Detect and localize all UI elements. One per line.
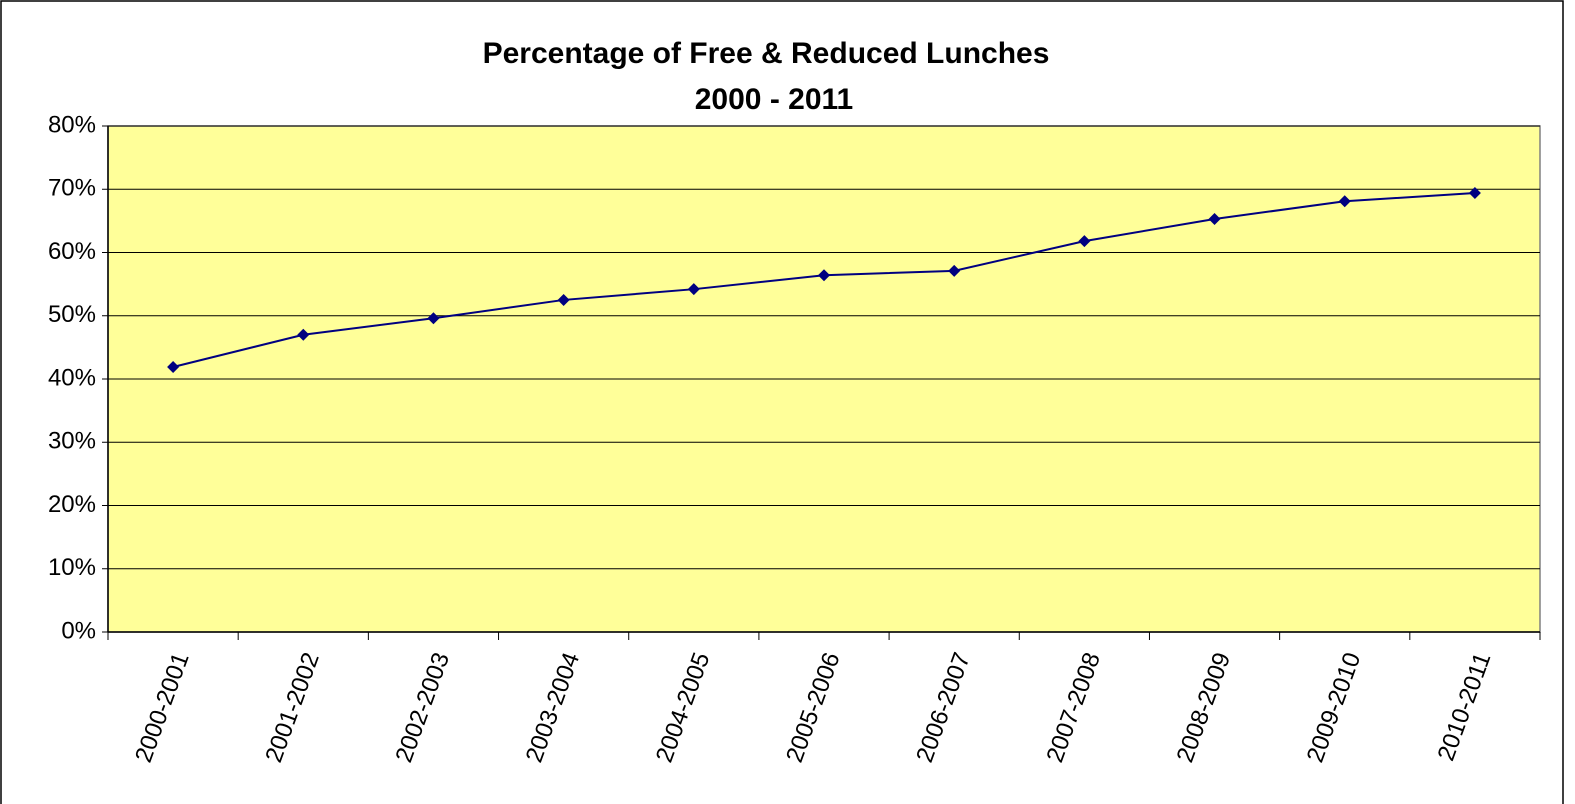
data-point — [167, 360, 180, 373]
data-point — [557, 293, 570, 306]
y-tick-label: 60% — [48, 238, 96, 265]
data-point — [687, 283, 700, 296]
y-tick-label: 40% — [48, 364, 96, 391]
chart-title: Percentage of Free & Reduced Lunches — [483, 37, 1050, 70]
y-tick-label: 0% — [61, 617, 96, 644]
data-point — [1468, 187, 1481, 200]
data-point — [1078, 235, 1091, 248]
y-tick-label: 30% — [48, 428, 96, 455]
y-tick-label: 50% — [48, 301, 96, 328]
chart-subtitle: 2000 - 2011 — [695, 83, 853, 116]
data-point — [297, 328, 310, 341]
data-point — [1338, 195, 1351, 208]
data-point — [1208, 212, 1221, 225]
y-tick-label: 20% — [48, 491, 96, 518]
data-point — [948, 264, 961, 277]
y-tick-label: 10% — [48, 554, 96, 581]
data-point — [427, 312, 440, 325]
y-tick-label: 80% — [48, 111, 96, 138]
data-point — [818, 269, 830, 282]
y-tick-label: 70% — [48, 175, 96, 202]
